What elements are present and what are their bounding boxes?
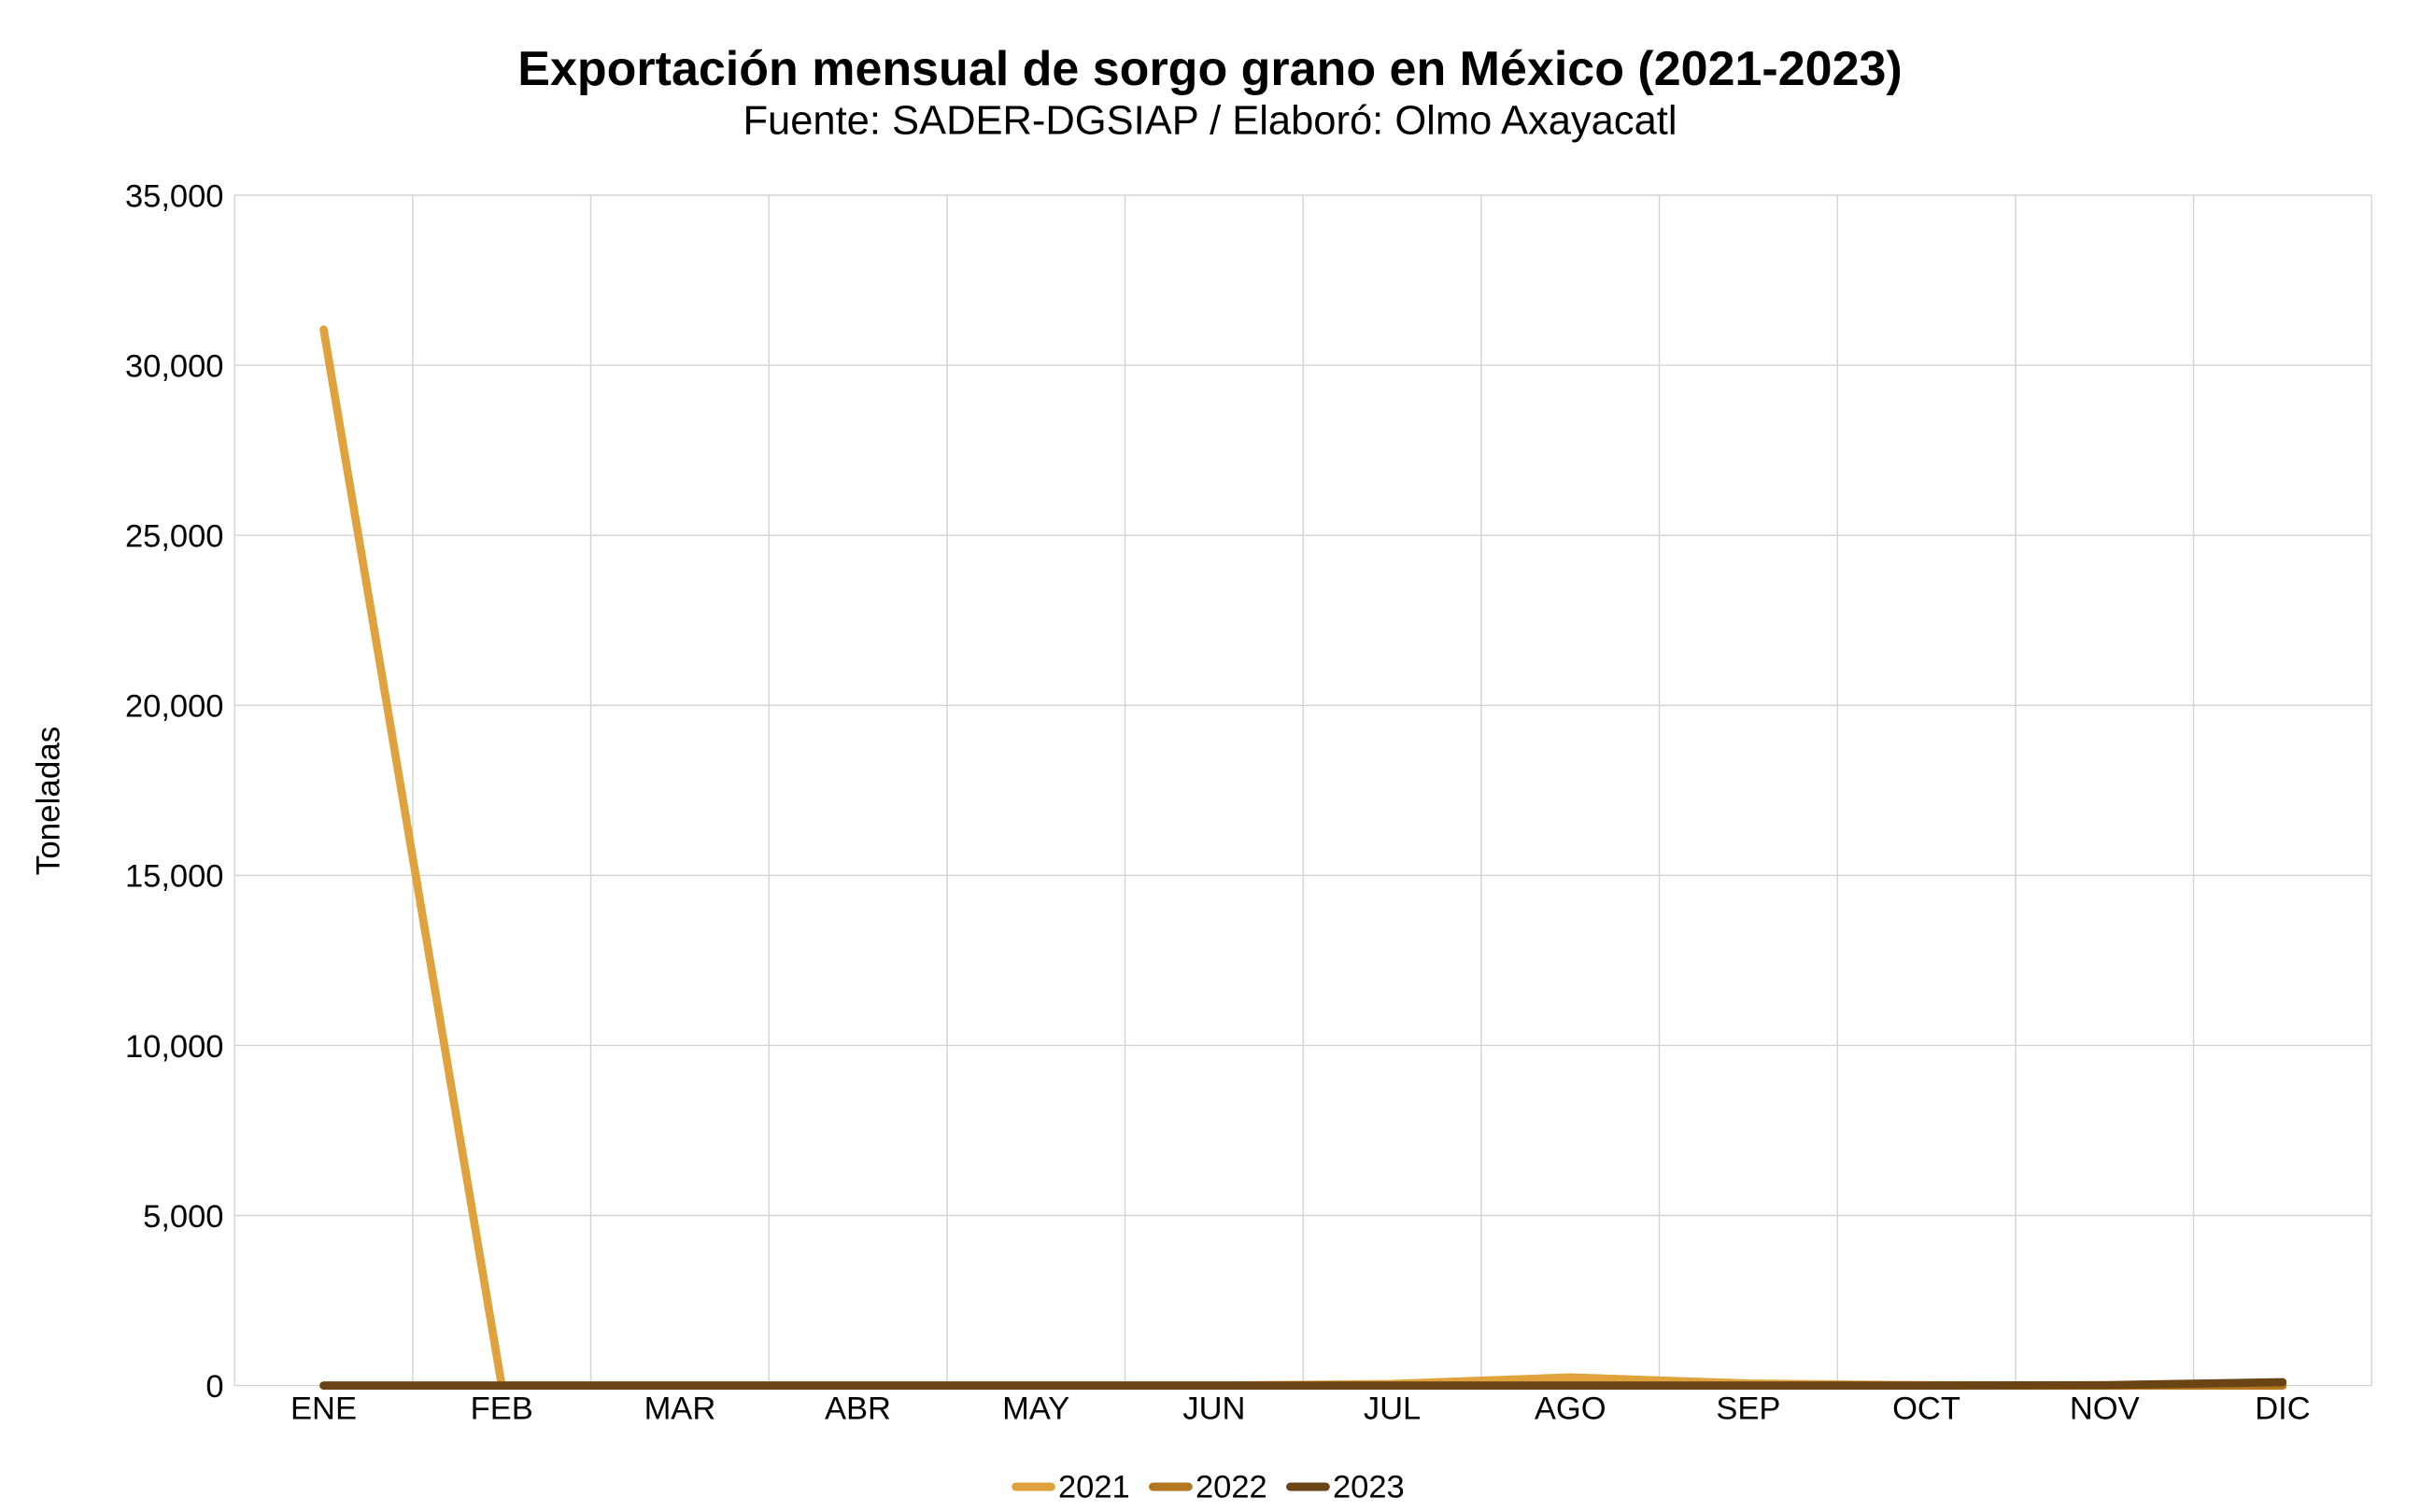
svg-text:ENE: ENE: [290, 1391, 357, 1426]
svg-text:0: 0: [205, 1369, 223, 1405]
svg-text:FEB: FEB: [471, 1391, 533, 1426]
svg-text:Fuente: SADER-DGSIAP / Elaboró: Fuente: SADER-DGSIAP / Elaboró: Olmo Axa…: [743, 99, 1677, 144]
svg-text:10,000: 10,000: [125, 1029, 224, 1065]
svg-text:AGO: AGO: [1535, 1391, 1606, 1426]
svg-text:2021: 2021: [1058, 1470, 1130, 1505]
svg-text:Exportación mensual de sorgo g: Exportación mensual de sorgo grano en Mé…: [517, 42, 1902, 96]
svg-text:MAY: MAY: [1002, 1391, 1069, 1426]
svg-text:2023: 2023: [1333, 1470, 1405, 1505]
svg-text:JUL: JUL: [1364, 1391, 1421, 1426]
svg-text:35,000: 35,000: [125, 178, 224, 214]
svg-text:NOV: NOV: [2070, 1391, 2140, 1426]
svg-text:25,000: 25,000: [125, 519, 224, 555]
svg-text:30,000: 30,000: [125, 349, 224, 385]
svg-text:15,000: 15,000: [125, 859, 224, 895]
svg-text:Toneladas: Toneladas: [31, 727, 67, 876]
svg-text:MAR: MAR: [644, 1391, 716, 1426]
svg-text:OCT: OCT: [1892, 1391, 1960, 1426]
svg-text:JUN: JUN: [1182, 1391, 1245, 1426]
svg-text:ABR: ABR: [825, 1391, 891, 1426]
svg-text:SEP: SEP: [1716, 1391, 1780, 1426]
svg-text:DIC: DIC: [2255, 1391, 2310, 1426]
svg-text:2022: 2022: [1196, 1470, 1267, 1505]
svg-text:5,000: 5,000: [143, 1199, 223, 1235]
svg-text:20,000: 20,000: [125, 689, 224, 725]
